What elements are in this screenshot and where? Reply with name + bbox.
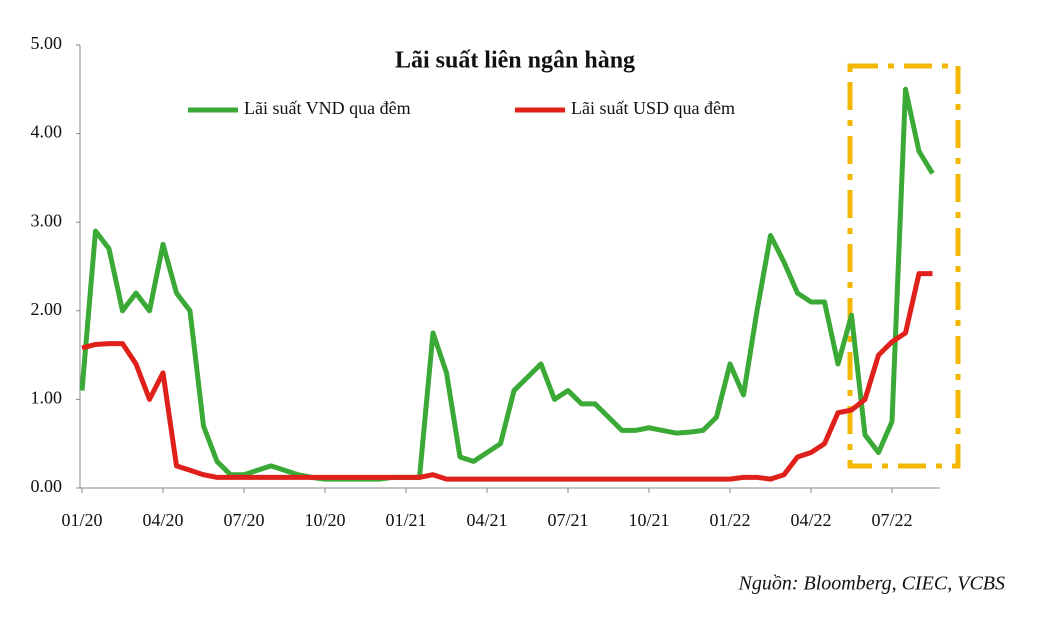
x-tick-label: 10/21 bbox=[628, 510, 669, 530]
x-tick-label: 07/20 bbox=[223, 510, 264, 530]
y-tick-label: 0.00 bbox=[31, 476, 63, 496]
y-tick-label: 1.00 bbox=[31, 388, 63, 408]
series-line bbox=[79, 86, 935, 482]
y-tick-label: 5.00 bbox=[31, 33, 63, 53]
x-tick-label: 07/22 bbox=[871, 510, 912, 530]
y-tick-label: 4.00 bbox=[31, 122, 63, 142]
x-tick-label: 01/21 bbox=[385, 510, 426, 530]
series-line bbox=[81, 271, 933, 482]
y-tick-label: 3.00 bbox=[31, 210, 63, 230]
source: Nguồn: Bloomberg, CIEC, VCBS bbox=[738, 573, 1005, 595]
x-tick-label: 07/21 bbox=[547, 510, 588, 530]
y-tick-label: 2.00 bbox=[31, 299, 63, 319]
x-tick-label: 04/20 bbox=[142, 510, 183, 530]
legend-label: Lãi suất VND qua đêm bbox=[244, 98, 411, 118]
chart-title: Lãi suất liên ngân hàng bbox=[395, 48, 635, 74]
legend-label: Lãi suất USD qua đêm bbox=[571, 98, 735, 118]
x-tick-label: 01/20 bbox=[61, 510, 102, 530]
x-tick-label: 01/22 bbox=[709, 510, 750, 530]
highlight-box bbox=[847, 63, 961, 469]
x-tick-label: 04/22 bbox=[790, 510, 831, 530]
x-tick-label: 04/21 bbox=[466, 510, 507, 530]
x-tick-label: 10/20 bbox=[304, 510, 345, 530]
